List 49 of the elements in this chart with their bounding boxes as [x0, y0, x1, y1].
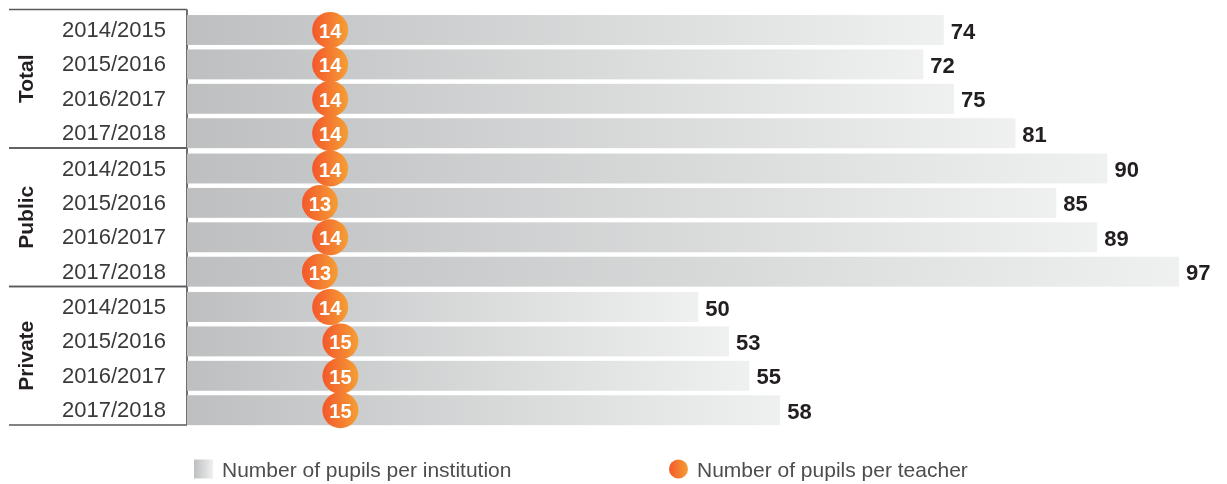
- bar: [187, 118, 1016, 149]
- data-label: 58: [787, 398, 812, 424]
- y-tick-label: 2016/2017: [62, 224, 166, 250]
- bar: [187, 49, 924, 80]
- data-label: 53: [736, 329, 761, 355]
- bar: [187, 360, 750, 391]
- y-tick-label: 2017/2018: [62, 397, 166, 423]
- y-axis-title: Private: [13, 320, 37, 391]
- y-tick-label: 2016/2017: [62, 362, 166, 388]
- y-tick-label: 2014/2015: [62, 155, 166, 181]
- data-label: 14: [319, 227, 343, 250]
- data-label: 14: [319, 54, 343, 77]
- y-tick-label: 2014/2015: [62, 294, 166, 320]
- legend-label: Number of pupils per institution: [222, 457, 512, 481]
- bar: [187, 83, 955, 114]
- y-tick-label: 2017/2018: [62, 120, 166, 146]
- data-label: 14: [319, 88, 343, 111]
- data-label: 15: [329, 331, 352, 354]
- data-label: 14: [319, 20, 343, 42]
- data-label: 75: [961, 87, 986, 113]
- y-tick-label: 2015/2016: [62, 328, 166, 354]
- y-tick-label: 2015/2016: [62, 189, 166, 215]
- data-label: 14: [319, 297, 343, 319]
- y-tick-label: 2015/2016: [62, 51, 166, 77]
- data-label: 50: [705, 295, 730, 321]
- y-axis-title: Public: [13, 185, 37, 249]
- data-label: 89: [1104, 225, 1129, 251]
- bar: [187, 292, 699, 322]
- y-axis-title: Total: [13, 54, 37, 104]
- data-label: 13: [308, 192, 332, 215]
- bar: [187, 326, 730, 357]
- data-label: 14: [319, 158, 343, 181]
- data-label: 97: [1186, 260, 1211, 286]
- data-label: 13: [308, 261, 332, 284]
- data-label: 90: [1114, 157, 1139, 182]
- data-label: 15: [329, 365, 352, 388]
- y-tick-label: 2016/2017: [62, 85, 166, 111]
- data-label: 72: [930, 52, 955, 78]
- data-label: 85: [1063, 191, 1088, 217]
- data-label: 55: [756, 364, 781, 390]
- legend-label: Number of pupils per teacher: [697, 457, 968, 481]
- data-label: 15: [329, 400, 352, 423]
- bar: [187, 395, 781, 426]
- data-label: 14: [319, 123, 343, 146]
- y-tick-label: 2014/2015: [62, 17, 166, 43]
- data-label: 81: [1022, 121, 1047, 147]
- bar: [187, 15, 944, 45]
- data-label: 74: [950, 18, 977, 44]
- y-tick-label: 2017/2018: [62, 258, 166, 284]
